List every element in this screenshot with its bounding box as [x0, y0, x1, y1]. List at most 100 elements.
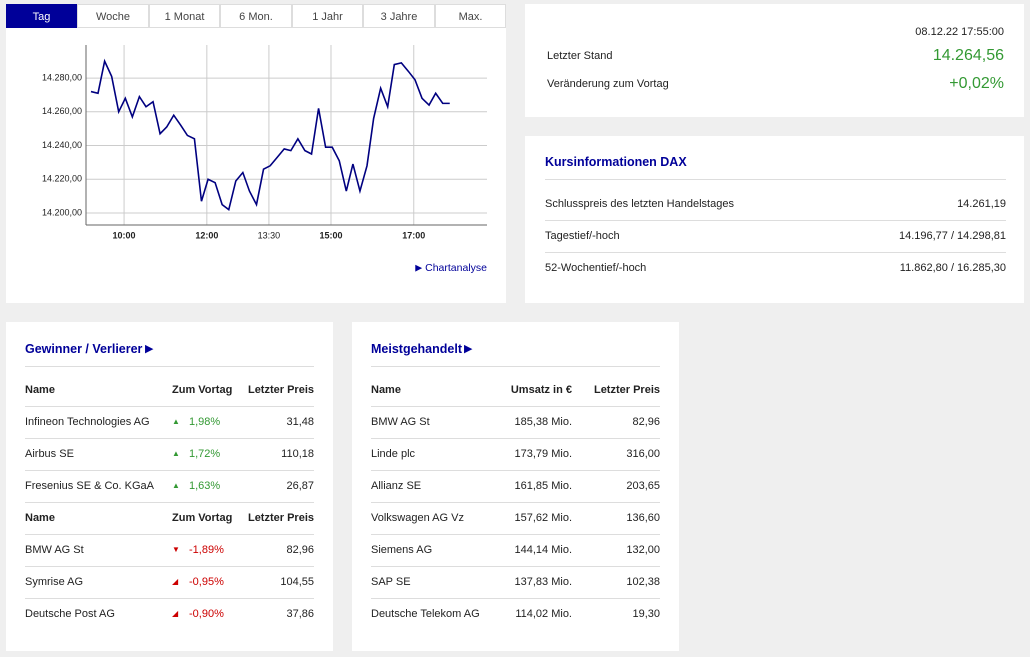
change: -0,95%	[189, 576, 224, 588]
x-tick-label: 13:30	[258, 230, 281, 240]
trend-icon: ◢	[172, 609, 179, 618]
tab[interactable]: 1 Jahr	[292, 4, 363, 28]
tab[interactable]: Tag	[6, 4, 77, 28]
tab[interactable]: 1 Monat	[149, 4, 220, 28]
price: 316,00	[626, 448, 660, 460]
table-header: Name	[371, 384, 401, 396]
stock-name: SAP SE	[371, 576, 411, 588]
table-header: Zum Vortag	[172, 512, 233, 524]
separator	[545, 179, 1006, 180]
turnover: 157,62 Mio.	[514, 512, 572, 524]
change: -0,90%	[189, 608, 224, 620]
price: 31,48	[286, 416, 314, 428]
price: 102,38	[626, 576, 660, 588]
y-tick-label: 14.200,00	[42, 207, 82, 217]
price: 37,86	[286, 608, 314, 620]
tab[interactable]: Max.	[435, 4, 506, 28]
info-panel	[525, 136, 1024, 303]
link-icon: ▶	[415, 262, 422, 272]
separator	[25, 366, 314, 367]
x-tick-label: 17:00	[402, 230, 425, 240]
turnover: 114,02 Mio.	[515, 608, 572, 620]
quote-label: Letzter Stand	[547, 50, 613, 62]
stock-name: BMW AG St	[25, 544, 84, 556]
timestamp: 08.12.22 17:55:00	[915, 26, 1004, 38]
separator	[545, 252, 1006, 253]
info-label: Schlusspreis des letzten Handelstages	[545, 198, 734, 210]
tab[interactable]: 3 Jahre	[363, 4, 435, 28]
stock-name: Airbus SE	[25, 448, 74, 460]
table-header: Letzter Preis	[247, 512, 314, 524]
info-title: Kursinformationen DAX	[545, 155, 687, 169]
separator	[371, 438, 660, 439]
trend-icon: ◢	[172, 577, 179, 586]
stock-name: Deutsche Post AG	[25, 608, 115, 620]
movers-panel	[6, 322, 333, 651]
trend-icon: ▶	[464, 343, 473, 355]
y-tick-label: 14.240,00	[42, 140, 82, 150]
separator	[25, 566, 314, 567]
y-tick-label: 14.260,00	[42, 106, 82, 116]
change: 1,63%	[189, 480, 221, 492]
price: 136,60	[626, 512, 660, 524]
tab[interactable]: Woche	[77, 4, 149, 28]
separator	[545, 220, 1006, 221]
price: 82,96	[286, 544, 314, 556]
x-tick-label: 10:00	[113, 230, 136, 240]
info-value: 11.862,80 / 16.285,30	[899, 262, 1006, 274]
separator	[371, 502, 660, 503]
trend-icon: ▶	[145, 343, 154, 355]
price: 110,18	[281, 448, 314, 460]
separator	[25, 502, 314, 503]
tab[interactable]: 6 Mon.	[220, 4, 292, 28]
price: 203,65	[626, 480, 660, 492]
turnover: 173,79 Mio.	[514, 448, 572, 460]
turnover: 161,85 Mio.	[514, 480, 572, 492]
price: 104,55	[280, 576, 314, 588]
most-traded-title: Meistgehandelt	[371, 342, 462, 356]
price: 132,00	[626, 544, 660, 556]
quote-value: 14.264,56	[932, 47, 1004, 64]
info-value: 14.261,19	[957, 198, 1006, 210]
separator	[25, 534, 314, 535]
movers-title: Gewinner / Verlierer	[25, 342, 143, 356]
table-header: Name	[25, 512, 55, 524]
separator	[371, 366, 660, 367]
x-tick-label: 15:00	[319, 230, 342, 240]
chart-panel	[6, 4, 506, 303]
info-label: 52-Wochentief/-hoch	[545, 262, 647, 274]
y-tick-label: 14.220,00	[42, 174, 82, 184]
table-header: Letzter Preis	[593, 384, 660, 396]
change: 1,98%	[189, 416, 221, 428]
y-tick-label: 14.280,00	[42, 72, 82, 82]
table-header: Letzter Preis	[247, 384, 314, 396]
stock-name: Fresenius SE & Co. KGaA	[25, 480, 154, 492]
price: 19,30	[632, 608, 660, 620]
stock-name: Volkswagen AG Vz	[371, 512, 464, 524]
stock-name: Infineon Technologies AG	[25, 416, 150, 428]
info-value: 14.196,77 / 14.298,81	[898, 230, 1006, 242]
most-traded-panel	[352, 322, 679, 651]
stock-name: Deutsche Telekom AG	[371, 608, 480, 620]
price-line	[90, 58, 450, 212]
price: 26,87	[286, 480, 314, 492]
trend-icon: ▲	[172, 481, 180, 490]
quote-value: +0,02%	[949, 75, 1004, 92]
separator	[25, 438, 314, 439]
separator	[25, 406, 314, 407]
quote-panel	[525, 4, 1024, 117]
chart-link[interactable]: Chartanalyse	[425, 262, 487, 274]
turnover: 144,14 Mio.	[514, 544, 572, 556]
trend-icon: ▲	[172, 417, 180, 426]
separator	[25, 470, 314, 471]
x-tick-label: 12:00	[195, 230, 218, 240]
stock-name: BMW AG St	[371, 416, 430, 428]
stock-name: Symrise AG	[25, 576, 84, 588]
separator	[371, 566, 660, 567]
separator	[371, 598, 660, 599]
stock-name: Linde plc	[371, 448, 416, 460]
turnover: 185,38 Mio.	[514, 416, 572, 428]
info-label: Tagestief/-hoch	[545, 230, 620, 242]
stock-name: Siemens AG	[371, 544, 433, 556]
